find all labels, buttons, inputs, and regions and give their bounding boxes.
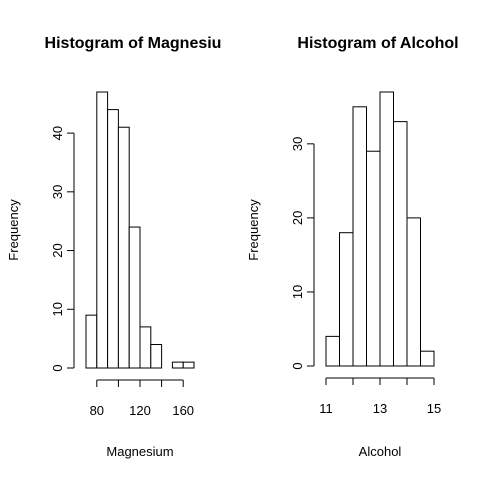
histogram-bar (85, 314, 98, 369)
y-tick-label: 10 (290, 285, 305, 299)
x-axis-label: Magnesium (106, 444, 173, 459)
histogram-bar (420, 350, 435, 367)
y-tick-label: 0 (290, 362, 305, 369)
histogram-bar (325, 335, 340, 367)
y-tick-label: 0 (50, 364, 65, 371)
histogram-bar (128, 226, 141, 369)
x-axis: 11 13 15 (319, 377, 441, 416)
histogram-bar (339, 232, 354, 367)
histogram-bar (182, 361, 195, 369)
y-tick-label: 10 (50, 302, 65, 316)
x-tick-label: 13 (373, 401, 387, 416)
bars (325, 91, 435, 367)
y-tick-label: 30 (50, 185, 65, 199)
chart-title: Histogram of Alcohol (297, 35, 458, 52)
histogram-bar (366, 150, 381, 367)
y-tick-label: 20 (50, 243, 65, 257)
x-tick-label: 11 (319, 401, 333, 416)
y-tick-label: 20 (290, 211, 305, 225)
y-axis: 0 10 20 30 40 (50, 126, 75, 372)
x-tick-label: 120 (129, 403, 151, 418)
panel-magnesium: Histogram of Magnesiu Magnesium Frequenc… (6, 35, 221, 459)
histogram-bar (150, 344, 163, 369)
y-tick-label: 40 (50, 126, 65, 140)
histogram-bar (352, 106, 367, 367)
x-tick-label: 15 (427, 401, 441, 416)
histogram-bar (379, 91, 394, 367)
x-axis-label: Alcohol (359, 444, 402, 459)
histogram-bar (406, 217, 421, 367)
y-axis: 0 10 20 30 (290, 137, 315, 370)
histogram-bar (171, 361, 184, 369)
chart-title: Histogram of Magnesiu (45, 35, 222, 52)
bars (85, 91, 195, 369)
histogram-bar (393, 121, 408, 367)
x-axis: 80 120 160 (90, 379, 194, 418)
panel-alcohol: Histogram of Alcohol Alcohol Frequency 1… (246, 35, 459, 459)
y-axis-label: Frequency (246, 199, 261, 261)
y-axis-label: Frequency (6, 199, 21, 261)
x-tick-label: 80 (90, 403, 104, 418)
histogram-bar (117, 126, 130, 369)
x-tick-label: 160 (172, 403, 194, 418)
histogram-bar (139, 326, 152, 369)
histogram-bar (107, 109, 119, 369)
y-tick-label: 30 (290, 137, 305, 151)
histogram-bar (96, 91, 109, 369)
